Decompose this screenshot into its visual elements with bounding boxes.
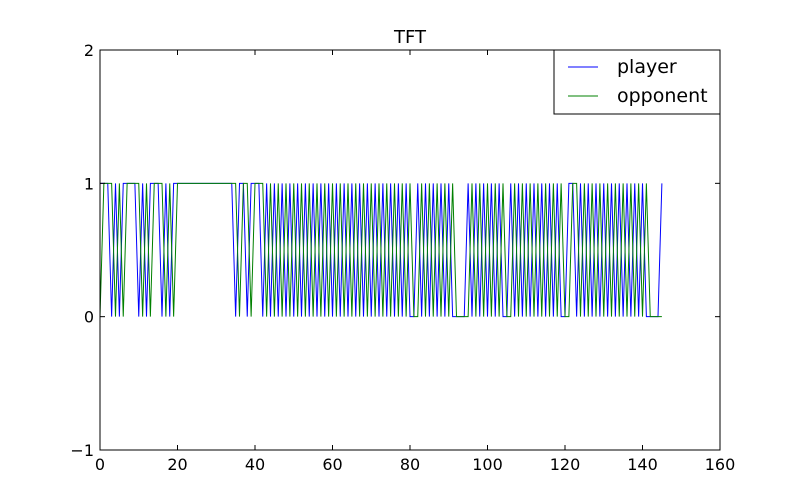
x-tick-label: 60	[322, 455, 342, 474]
y-tick-label: 0	[84, 308, 94, 327]
x-tick-label: 40	[245, 455, 265, 474]
x-tick-label: 160	[705, 455, 736, 474]
y-tick-label: 2	[84, 41, 94, 60]
x-tick-label: 80	[400, 455, 420, 474]
series-line-opponent	[99, 182, 662, 318]
legend-label-opponent: opponent	[617, 85, 708, 107]
y-tick-label: 1	[84, 174, 94, 193]
legend-box	[553, 49, 721, 115]
chart-title: TFT	[393, 27, 427, 48]
x-tick-label: 0	[95, 455, 105, 474]
x-tick-label: 120	[550, 455, 581, 474]
x-tick-label: 100	[472, 455, 503, 474]
series-layer	[99, 182, 663, 318]
legend-label-player: player	[617, 56, 677, 78]
legend: player opponent	[553, 49, 721, 115]
y-tick-label: −1	[70, 441, 94, 460]
x-tick-label: 20	[167, 455, 187, 474]
x-tick-label: 140	[627, 455, 658, 474]
plot-frame	[99, 49, 721, 451]
